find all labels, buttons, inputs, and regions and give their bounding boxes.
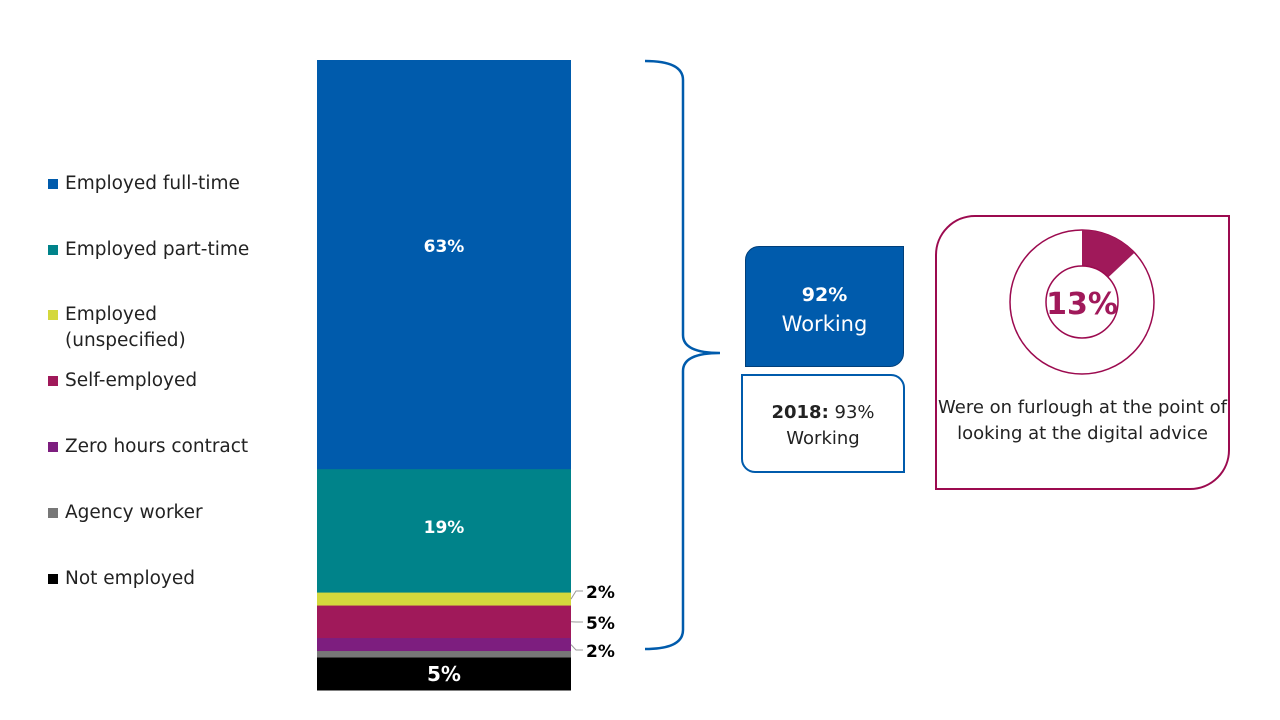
legend-swatch xyxy=(48,179,58,189)
legend-item: Employed full-time xyxy=(48,171,240,197)
data-label: 2% xyxy=(586,583,615,603)
previous-label: Working xyxy=(786,428,860,449)
legend-label: Employed full-time xyxy=(65,173,240,194)
working-value: 92% xyxy=(801,284,848,306)
legend-swatch xyxy=(48,310,58,320)
legend-swatch xyxy=(48,508,58,518)
legend-label: Self-employed xyxy=(65,370,198,391)
bar-segment xyxy=(317,657,571,691)
legend-label: Not employed xyxy=(65,568,195,589)
bar-segment xyxy=(317,651,571,659)
legend-label: Employed (unspecified) xyxy=(65,304,186,351)
legend-label: Employed part-time xyxy=(65,239,250,260)
furlough-donut: 13% xyxy=(1009,229,1155,375)
legend-swatch xyxy=(48,245,58,255)
previous-year-box: 2018: 93% Working xyxy=(741,374,905,473)
legend-label: Zero hours contract xyxy=(65,436,249,457)
legend-item: Not employed xyxy=(48,566,195,592)
previous-value: 93% xyxy=(834,402,875,423)
working-box: 92% Working xyxy=(745,246,904,367)
legend-swatch xyxy=(48,376,58,386)
legend-item: Self-employed xyxy=(48,368,197,394)
legend-item: Employed part-time xyxy=(48,237,249,263)
bar-segment xyxy=(317,638,571,652)
working-label: Working xyxy=(781,312,868,336)
data-label: 19% xyxy=(424,518,465,538)
donut-wedge xyxy=(1082,230,1135,278)
bar-segment xyxy=(317,605,571,639)
donut-inner xyxy=(1045,265,1119,339)
legend-swatch xyxy=(48,442,58,452)
legend-item: Agency worker xyxy=(48,500,203,526)
bar-segment xyxy=(317,469,571,594)
legend-swatch xyxy=(48,574,58,584)
furlough-box: 13% Were on furlough at the point of loo… xyxy=(935,215,1230,490)
data-label: 2% xyxy=(586,642,615,662)
furlough-text: Were on furlough at the point of looking… xyxy=(938,397,1227,444)
bracket xyxy=(644,59,721,651)
bar-segment xyxy=(317,60,571,470)
legend-label: Agency worker xyxy=(65,502,203,523)
bar-segment xyxy=(317,592,571,607)
leader-line xyxy=(570,590,583,600)
data-label: 63% xyxy=(424,237,465,257)
legend-item: Zero hours contract xyxy=(48,434,248,460)
data-label: 5% xyxy=(427,662,461,686)
furlough-value: 13% xyxy=(1046,287,1118,322)
legend-item: Employed (unspecified) xyxy=(48,302,205,354)
leader-line xyxy=(570,644,583,651)
previous-year: 2018: xyxy=(771,402,829,423)
data-label: 5% xyxy=(586,614,615,634)
